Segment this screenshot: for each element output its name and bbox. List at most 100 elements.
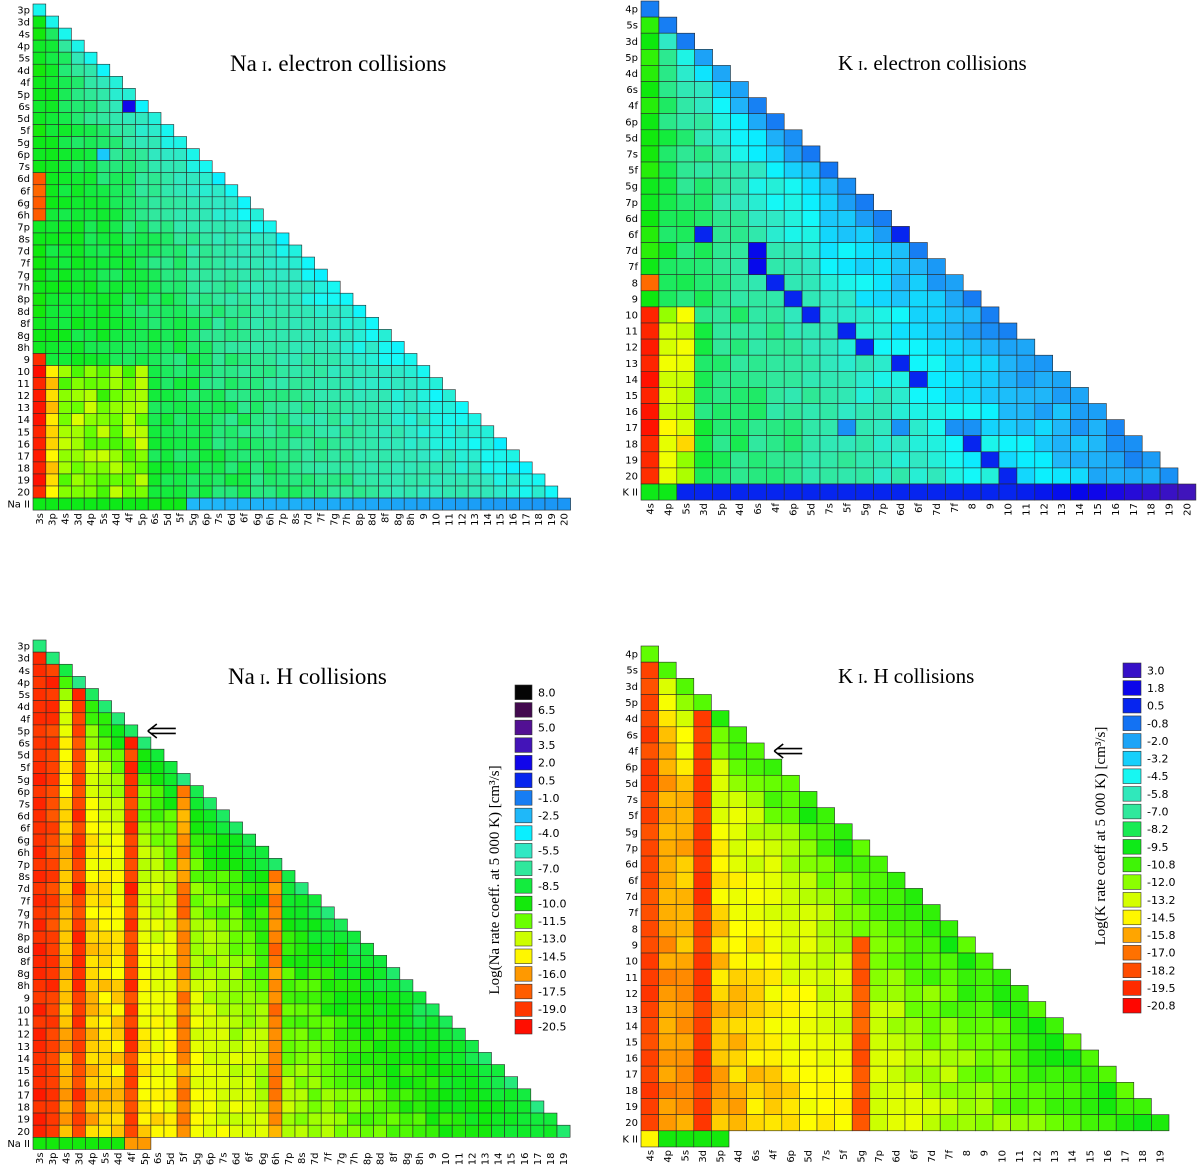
heatmap-cell xyxy=(147,196,162,210)
heatmap-cell xyxy=(96,100,111,113)
heatmap-cell xyxy=(339,473,354,487)
heatmap-cell xyxy=(83,244,98,258)
heatmap-cell xyxy=(294,918,309,932)
heatmap-cell xyxy=(109,485,123,499)
heatmap-cell xyxy=(45,1137,60,1150)
heatmap-cell xyxy=(675,1098,695,1115)
heatmap-cell xyxy=(763,1098,783,1115)
heatmap-cell xyxy=(640,354,660,372)
heatmap-cell xyxy=(98,870,112,883)
heatmap-cell xyxy=(748,145,767,163)
heatmap-cell xyxy=(163,833,178,847)
heatmap-cell xyxy=(506,485,520,499)
row-tick-label: 8g xyxy=(17,969,30,980)
heatmap-cell xyxy=(135,304,149,318)
heatmap-cell xyxy=(712,226,731,243)
row-tick-label: 13 xyxy=(625,1005,638,1016)
heatmap-cell xyxy=(122,497,136,511)
heatmap-cell xyxy=(837,193,857,211)
title-na-hydrogen: Na I. H collisions xyxy=(228,664,387,689)
heatmap-cell xyxy=(783,435,803,453)
heatmap-cell xyxy=(98,736,112,750)
heatmap-cell xyxy=(147,353,162,366)
heatmap-cell xyxy=(640,1017,659,1035)
column-tick-label: 6s xyxy=(751,1150,762,1162)
heatmap-cell xyxy=(250,449,264,463)
heatmap-cell xyxy=(58,280,72,294)
heatmap-cell xyxy=(189,894,204,908)
heatmap-cell xyxy=(58,172,72,186)
heatmap-cell xyxy=(98,1003,112,1017)
heatmap-cell xyxy=(189,967,204,980)
heatmap-cell xyxy=(676,32,695,50)
row-tick-label: 7p xyxy=(17,222,30,233)
heatmap-cell xyxy=(855,403,874,420)
heatmap-cell xyxy=(189,955,204,968)
heatmap-cell xyxy=(85,1039,99,1053)
heatmap-cell xyxy=(658,758,677,776)
heatmap-cell xyxy=(85,918,99,932)
heatmap-cell xyxy=(301,316,315,330)
heatmap-cell xyxy=(203,1124,217,1138)
column-tick-label: 8g xyxy=(393,513,404,526)
heatmap-cell xyxy=(1063,1082,1082,1099)
heatmap-cell xyxy=(58,676,73,689)
panel-k-hydrogen: 4p5s3d5p4d6s4f6p5d7s5f5g7p6d6f7d7f891011… xyxy=(622,645,1170,1163)
heatmap-cell xyxy=(203,942,217,956)
heatmap-cell xyxy=(640,306,660,324)
heatmap-cell xyxy=(429,377,443,390)
heatmap-cell xyxy=(58,208,72,222)
heatmap-cell xyxy=(237,208,251,222)
heatmap-cell xyxy=(887,920,906,938)
row-tick-label: 4d xyxy=(17,66,30,77)
heatmap-cell xyxy=(378,497,392,511)
heatmap-cell xyxy=(242,930,257,944)
heatmap-cell xyxy=(658,338,678,356)
heatmap-cell xyxy=(693,774,712,792)
heatmap-cell xyxy=(211,437,226,451)
heatmap-cell xyxy=(712,370,731,388)
heatmap-cell xyxy=(347,991,361,1005)
heatmap-cell xyxy=(242,1076,257,1090)
heatmap-cell xyxy=(887,1001,906,1018)
heatmap-cell xyxy=(109,196,123,210)
heatmap-cell xyxy=(189,918,204,932)
heatmap-cell xyxy=(834,920,853,938)
heatmap-cell xyxy=(288,268,303,282)
heatmap-cell xyxy=(237,497,251,511)
column-tick-label: 17 xyxy=(521,513,532,526)
heatmap-cell xyxy=(980,322,1000,340)
heatmap-cell xyxy=(1052,387,1071,404)
heatmap-cell xyxy=(268,870,283,883)
column-tick-label: 4d xyxy=(114,1152,125,1165)
heatmap-cell xyxy=(765,338,785,356)
column-tick-label: 4s xyxy=(61,1152,72,1164)
heatmap-cell xyxy=(467,485,482,499)
heatmap-cell xyxy=(869,952,888,970)
heatmap-cell xyxy=(927,354,946,372)
heatmap-cell xyxy=(45,172,59,186)
heatmap-cell xyxy=(124,882,139,896)
heatmap-cell xyxy=(111,930,125,944)
heatmap-cell xyxy=(748,129,767,147)
heatmap-cell xyxy=(98,930,112,944)
column-tick-label: 17 xyxy=(1129,503,1140,516)
heatmap-cell xyxy=(451,1100,466,1114)
heatmap-cell xyxy=(781,1098,800,1115)
heatmap-cell xyxy=(163,858,178,871)
heatmap-cell xyxy=(71,88,85,101)
heatmap-cell xyxy=(173,341,187,354)
heatmap-cell xyxy=(211,401,226,414)
row-tick-label: 11 xyxy=(17,1018,30,1029)
heatmap-cell xyxy=(373,979,388,993)
heatmap-cell xyxy=(45,1064,60,1077)
heatmap-cell xyxy=(307,1100,322,1114)
heatmap-cell xyxy=(147,473,162,487)
column-tick-label: 4p xyxy=(87,1152,98,1165)
heatmap-cell xyxy=(58,449,72,463)
heatmap-cell xyxy=(640,290,660,308)
heatmap-cell xyxy=(58,389,72,402)
heatmap-cell xyxy=(150,1088,165,1102)
heatmap-cell xyxy=(1063,1098,1082,1115)
heatmap-cell xyxy=(975,968,994,986)
